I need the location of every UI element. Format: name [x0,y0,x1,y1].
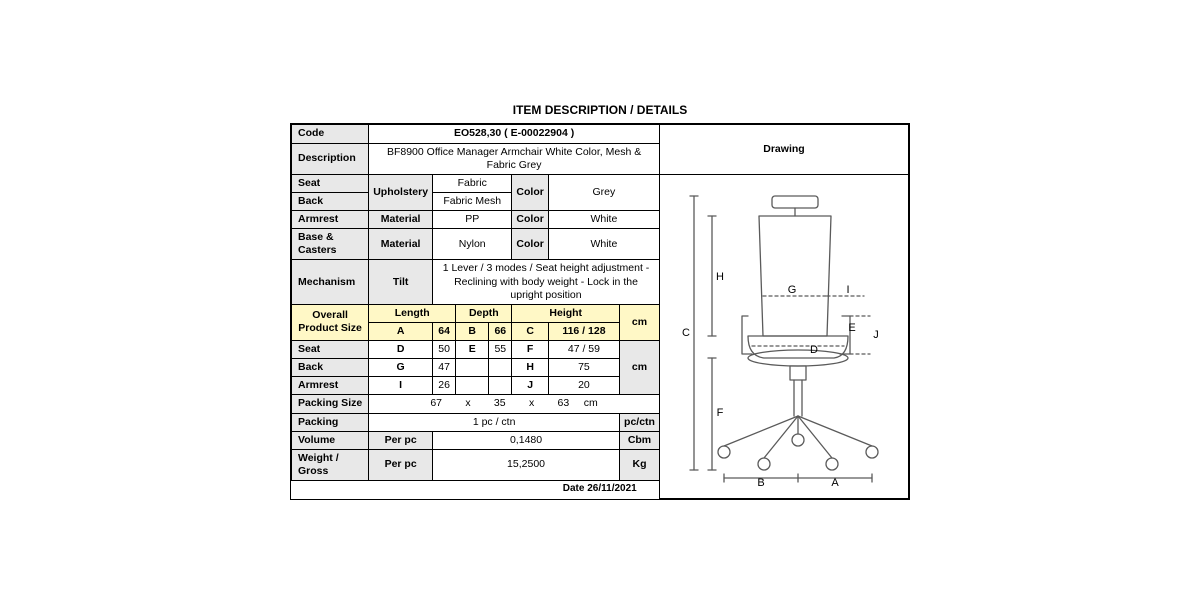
seat-label: Seat [292,174,369,192]
base-mat: Nylon [433,229,512,260]
Fv: 47 / 59 [548,341,619,359]
weight-label: Weight / Gross [292,449,369,480]
dim-arm-label: Armrest [292,377,369,395]
svg-text:F: F [717,407,724,419]
packing-label: Packing [292,413,369,431]
dim-back-label: Back [292,359,369,377]
row-date: Date 26/11/2021 [292,481,909,499]
Iv: 26 [433,377,456,395]
desc-value: BF8900 Office Manager Armchair White Col… [369,143,660,174]
code-value: EO528,30 ( E-00022904 ) [369,125,660,143]
vol-perpc: Per pc [369,431,433,449]
row-code: Code EO528,30 ( E-00022904 ) Drawing [292,125,909,143]
svg-text:J: J [873,329,879,341]
blank1 [456,359,489,377]
mech-text: 1 Lever / 3 modes / Seat height adjustme… [433,260,660,304]
ops-cm: cm [620,304,660,340]
E: E [456,341,489,359]
svg-text:B: B [757,477,764,486]
svg-text:E: E [848,322,855,334]
armrest-mat-label: Material [369,211,433,229]
drawing-cell: C H F G I J E D B A [659,174,908,498]
weight-value: 15,2500 [433,449,620,480]
svg-text:D: D [810,344,818,356]
blank4 [489,377,512,395]
Jv: 20 [548,377,619,395]
ops-label: Overall Product Size [292,304,369,340]
svg-text:H: H [716,271,724,283]
Ev: 55 [489,341,512,359]
base-mat-label: Material [369,229,433,260]
uph-color-label: Color [512,174,548,210]
blank2 [489,359,512,377]
blank3 [456,377,489,395]
mech-label: Mechanism [292,260,369,304]
desc-label: Description [292,143,369,174]
base-color: White [548,229,659,260]
armrest-color-label: Color [512,211,548,229]
Dv: 50 [433,341,456,359]
svg-text:G: G [788,284,797,296]
len-label: Length [369,304,456,322]
dim-seat-label: Seat [292,341,369,359]
pack-size-label: Packing Size [292,395,369,413]
svg-text:C: C [682,327,690,339]
page-title: ITEM DESCRIPTION / DETAILS [290,100,910,123]
packing-value: 1 pc / ctn [369,413,620,431]
A: A [369,322,433,340]
D: D [369,341,433,359]
C: C [512,322,548,340]
base-color-label: Color [512,229,548,260]
dim-cm: cm [620,341,660,395]
Hv: 75 [548,359,619,377]
back-label: Back [292,192,369,210]
code-label: Code [292,125,369,143]
volume-label: Volume [292,431,369,449]
Bv: 66 [489,322,512,340]
chair-drawing: C H F G I J E D B A [664,186,904,486]
spec-sheet: Code EO528,30 ( E-00022904 ) Drawing Des… [290,123,910,499]
hei-label: Height [512,304,620,322]
J: J [512,377,548,395]
date: Date 26/11/2021 [292,481,909,499]
svg-text:A: A [831,477,839,486]
pack-size-value: 67 x 35 x 63 cm [369,395,660,413]
dep-label: Depth [456,304,512,322]
kg: Kg [620,449,660,480]
Gv: 47 [433,359,456,377]
spec-table: Code EO528,30 ( E-00022904 ) Drawing Des… [291,124,909,498]
seat-uph: Fabric [433,174,512,192]
upholstery-label: Upholstery [369,174,433,210]
armrest-color: White [548,211,659,229]
base-label: Base & Casters [292,229,369,260]
svg-text:I: I [846,284,849,296]
F: F [512,341,548,359]
cbm: Cbm [620,431,660,449]
H: H [512,359,548,377]
volume-value: 0,1480 [433,431,620,449]
armrest-mat: PP [433,211,512,229]
pcctn: pc/ctn [620,413,660,431]
Av: 64 [433,322,456,340]
B: B [456,322,489,340]
drawing-label: Drawing [659,125,908,174]
G: G [369,359,433,377]
back-uph: Fabric Mesh [433,192,512,210]
uph-color: Grey [548,174,659,210]
armrest-label: Armrest [292,211,369,229]
Cv: 116 / 128 [548,322,619,340]
row-seat-uph: Seat Upholstery Fabric Color Grey [292,174,909,192]
tilt-label: Tilt [369,260,433,304]
wt-perpc: Per pc [369,449,433,480]
I: I [369,377,433,395]
